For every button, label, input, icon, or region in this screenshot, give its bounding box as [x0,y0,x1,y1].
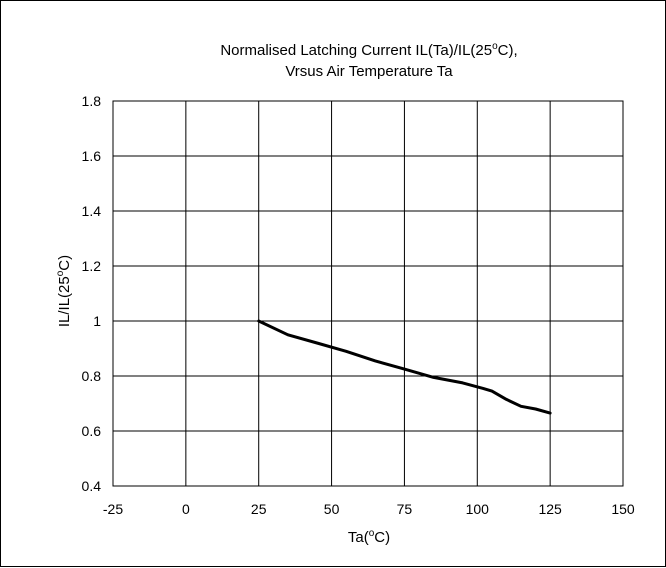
chart-title-line1: Normalised Latching Current IL(Ta)/IL(25… [220,41,517,59]
x-tick-label: -25 [103,501,123,517]
y-tick-label: 1 [93,313,101,329]
series [257,319,552,415]
x-tick-label: 0 [182,501,190,517]
x-axis-label: Ta(oC) [348,528,390,546]
x-tick-label: 50 [324,501,340,517]
y-tick-label: 1.2 [82,258,102,274]
x-tick-labels: -25 0 25 50 75 100 125 150 [103,501,635,517]
x-tick-label: 75 [397,501,413,517]
y-axis-label: IL/IL(25oC) [55,255,73,327]
y-tick-label: 0.4 [82,478,102,494]
y-tick-label: 0.8 [82,368,102,384]
x-tick-label: 25 [251,501,267,517]
plot-border [112,100,624,487]
y-tick-label: 1.4 [82,203,102,219]
y-tick-labels: 0.4 0.6 0.8 1 1.2 1.4 1.6 1.8 [82,93,102,494]
series-line-0 [257,319,552,415]
chart-title-line2: Vrsus Air Temperature Ta [285,63,453,80]
grid [112,100,624,487]
y-tick-label: 1.8 [82,93,102,109]
x-tick-label: 100 [466,501,490,517]
x-tick-label: 150 [611,501,635,517]
plot-area [112,100,624,487]
y-tick-label: 1.6 [82,148,102,164]
x-tick-label: 125 [538,501,562,517]
y-tick-label: 0.6 [82,423,102,439]
